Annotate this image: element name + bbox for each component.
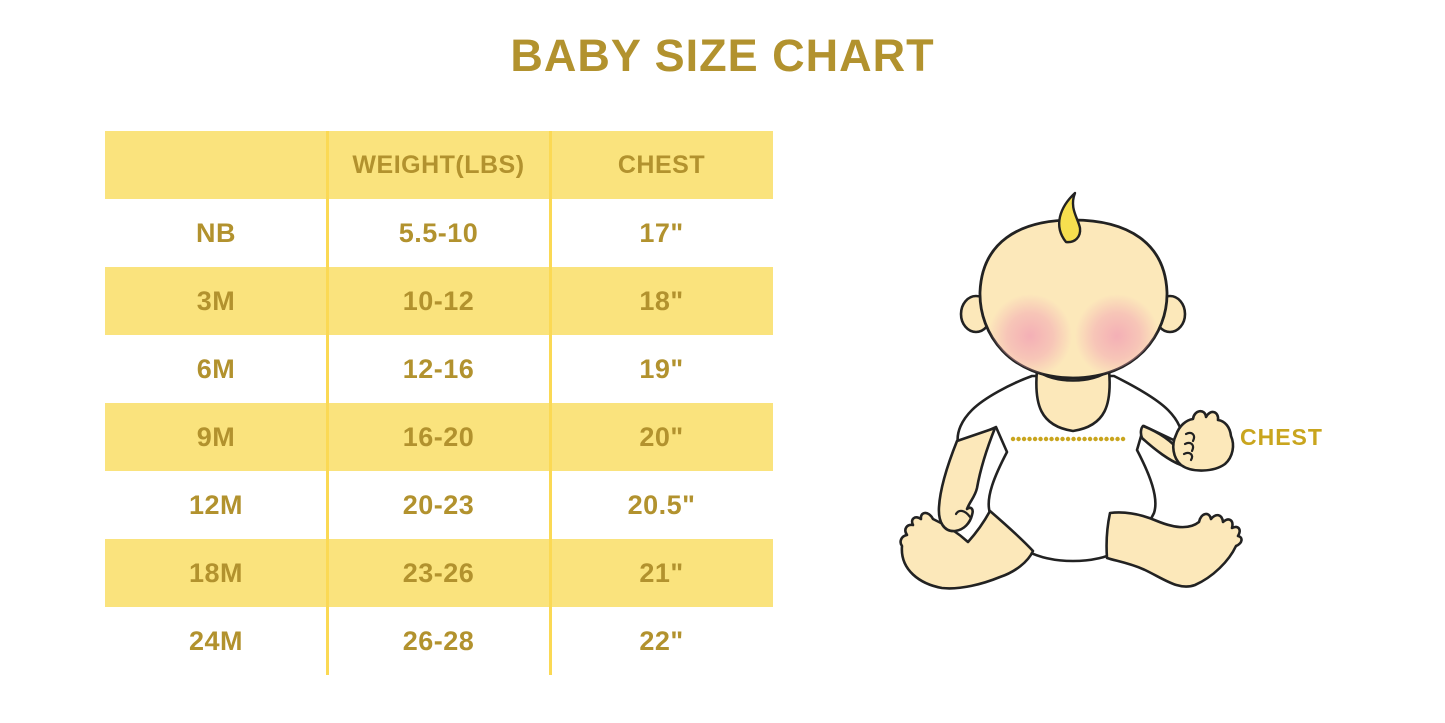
cell-chest: 22"	[639, 625, 684, 656]
table-row: 12M 20-23 20.5"	[105, 471, 773, 539]
baby-right-leg	[1105, 511, 1243, 588]
header-cell-size	[105, 131, 327, 199]
cell-weight: 20-23	[402, 489, 475, 520]
cell-weight: 23-26	[402, 557, 475, 588]
baby-neck	[1035, 368, 1111, 433]
cell-chest: 21"	[639, 557, 684, 588]
baby-right-blush	[1075, 294, 1159, 378]
cell-size: 18M	[188, 557, 244, 588]
baby-left-arm	[937, 426, 997, 533]
cell-weight: 26-28	[402, 625, 475, 656]
cell-weight: 5.5-10	[398, 217, 479, 248]
cell-chest: 18"	[639, 285, 684, 316]
table-row: 6M 12-16 19"	[105, 335, 773, 403]
cell-weight: 12-16	[402, 353, 475, 384]
cell-size: 12M	[188, 489, 244, 520]
table-row: 18M 23-26 21"	[105, 539, 773, 607]
header-cell-chest: CHEST	[617, 150, 706, 179]
baby-illustration	[899, 191, 1243, 590]
table-row: 3M 10-12 18"	[105, 267, 773, 335]
cell-size: 6M	[196, 353, 236, 384]
baby-fist-knuckle-lines	[1182, 431, 1196, 462]
cell-chest: 20"	[639, 421, 684, 452]
cell-size: 24M	[188, 625, 244, 656]
baby-hair-curl	[1057, 191, 1082, 244]
table-header-row: WEIGHT(LBS) CHEST	[105, 131, 773, 199]
baby-fist	[1171, 409, 1235, 472]
cell-weight: 16-20	[402, 421, 475, 452]
table-column-divider	[549, 131, 552, 675]
cell-size: 9M	[196, 421, 236, 452]
header-cell-weight: WEIGHT(LBS)	[352, 150, 525, 179]
table-row: 9M 16-20 20"	[105, 403, 773, 471]
cell-chest: 17"	[639, 217, 684, 248]
table-row: NB 5.5-10 17"	[105, 199, 773, 267]
cell-weight: 10-12	[402, 285, 475, 316]
baby-left-hand-finger-line	[954, 509, 972, 519]
baby-left-blush	[988, 294, 1072, 378]
cell-size: 3M	[196, 285, 236, 316]
cell-chest: 19"	[639, 353, 684, 384]
cell-size: NB	[196, 217, 236, 248]
size-table: WEIGHT(LBS) CHEST NB 5.5-10 17" 3M 10-12…	[105, 131, 773, 675]
page-title: BABY SIZE CHART	[510, 30, 935, 81]
cell-chest: 20.5"	[627, 489, 696, 520]
chest-annotation-label: CHEST	[1240, 424, 1323, 450]
table-column-divider	[326, 131, 329, 675]
table-row: 24M 26-28 22"	[105, 607, 773, 675]
